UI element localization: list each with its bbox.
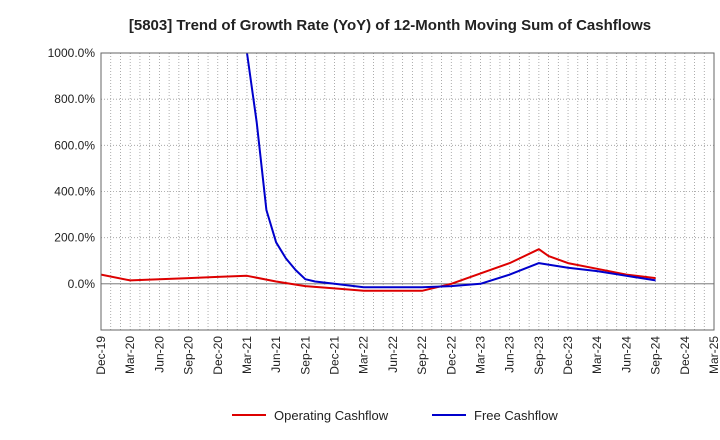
x-tick-label: Dec-22 xyxy=(444,336,458,375)
x-tick-label: Mar-20 xyxy=(123,336,137,374)
y-tick-label: 400.0% xyxy=(54,185,95,199)
x-tick-label: Mar-21 xyxy=(240,336,254,374)
series-line-0 xyxy=(101,248,656,292)
x-tick-label: Dec-19 xyxy=(94,336,108,375)
x-tick-label: Dec-21 xyxy=(328,336,342,375)
chart-title: [5803] Trend of Growth Rate (YoY) of 12-… xyxy=(129,17,651,34)
y-tick-label: 200.0% xyxy=(54,231,95,245)
x-tick-label: Mar-25 xyxy=(707,336,720,374)
x-tick-label: Dec-23 xyxy=(561,336,575,375)
x-tick-label: Jun-20 xyxy=(152,336,166,373)
grid xyxy=(101,52,714,331)
x-tick-label: Sep-20 xyxy=(182,336,196,375)
x-tick-label: Dec-24 xyxy=(678,336,692,375)
plot-border xyxy=(100,52,715,331)
series-layer xyxy=(101,53,656,292)
x-tick-label: Sep-23 xyxy=(532,336,546,375)
y-tick-label: 600.0% xyxy=(54,138,95,152)
y-axis: 0.0% 200.0% 400.0% 600.0% 800.0% 1000.0% xyxy=(48,46,96,291)
y-tick-label: 0.0% xyxy=(68,277,96,291)
x-tick-label: Sep-22 xyxy=(415,336,429,375)
x-tick-label: Sep-21 xyxy=(298,336,312,375)
legend-label: Operating Cashflow xyxy=(274,408,389,423)
x-tick-label: Mar-22 xyxy=(357,336,371,374)
x-tick-label: Jun-24 xyxy=(619,336,633,373)
legend: Operating Cashflow Free Cashflow xyxy=(232,408,558,423)
y-tick-label: 1000.0% xyxy=(48,46,96,60)
x-tick-label: Jun-23 xyxy=(503,336,517,373)
x-axis: Dec-19 Mar-20 Jun-20 Sep-20 Dec-20 Mar-21 Jun-… xyxy=(94,336,720,375)
x-tick-label: Mar-24 xyxy=(590,336,604,374)
y-tick-label: 800.0% xyxy=(54,92,95,106)
legend-label: Free Cashflow xyxy=(474,408,558,423)
series-line-1 xyxy=(246,53,656,289)
x-tick-label: Dec-20 xyxy=(211,336,225,375)
x-tick-label: Jun-21 xyxy=(269,336,283,373)
x-tick-label: Jun-22 xyxy=(386,336,400,373)
x-tick-label: Mar-23 xyxy=(473,336,487,374)
x-tick-label: Sep-24 xyxy=(649,336,663,375)
